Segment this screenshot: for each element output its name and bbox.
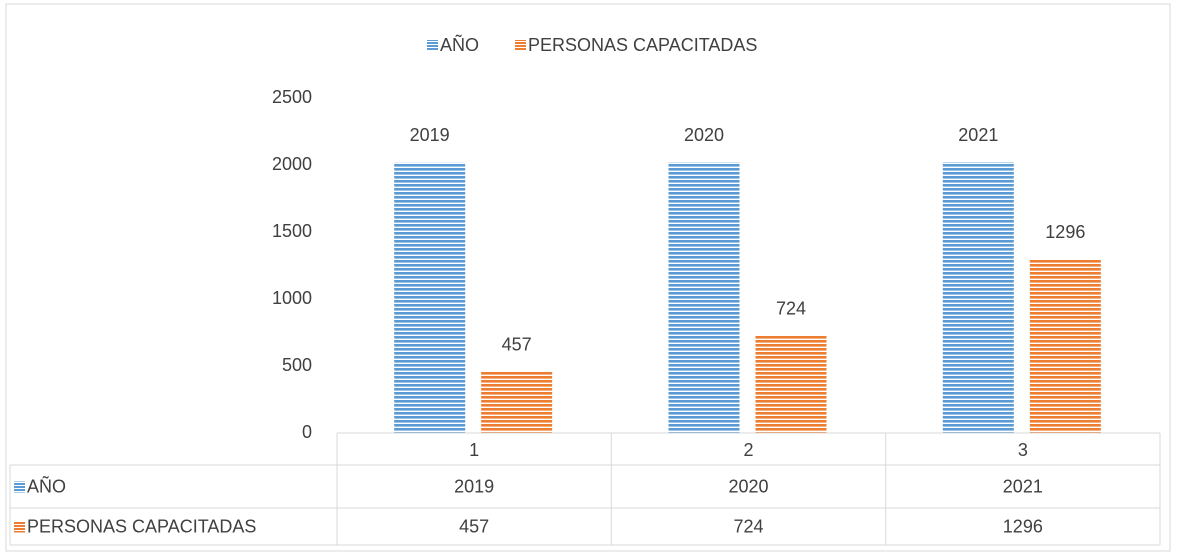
legend-swatch bbox=[515, 40, 527, 51]
table-cell: 1296 bbox=[1003, 516, 1043, 536]
y-tick-label: 1000 bbox=[272, 288, 312, 308]
bar bbox=[1029, 259, 1101, 433]
table-cell: 457 bbox=[459, 516, 489, 536]
table-cell: 2021 bbox=[1003, 476, 1043, 496]
data-label: 2021 bbox=[958, 125, 998, 145]
y-tick-label: 1500 bbox=[272, 221, 312, 241]
table-cell: 2019 bbox=[454, 476, 494, 496]
bar bbox=[481, 371, 553, 433]
data-label: 724 bbox=[776, 299, 806, 319]
bar bbox=[942, 162, 1014, 433]
table-row-header: PERSONAS CAPACITADAS bbox=[27, 516, 256, 536]
legend-label: PERSONAS CAPACITADAS bbox=[528, 35, 757, 55]
y-tick-label: 0 bbox=[302, 422, 312, 442]
bar bbox=[755, 335, 827, 433]
data-label: 2020 bbox=[684, 125, 724, 145]
data-label: 2019 bbox=[410, 125, 450, 145]
data-label: 1296 bbox=[1045, 222, 1085, 242]
table-legend-swatch bbox=[14, 481, 25, 493]
bar bbox=[668, 162, 740, 433]
x-tick-label: 3 bbox=[1018, 440, 1028, 460]
table-legend-swatch bbox=[14, 521, 25, 533]
y-tick-label: 500 bbox=[282, 355, 312, 375]
y-tick-label: 2000 bbox=[272, 154, 312, 174]
x-tick-label: 1 bbox=[469, 440, 479, 460]
data-label: 457 bbox=[502, 335, 532, 355]
table-cell: 2020 bbox=[728, 476, 768, 496]
bar bbox=[394, 162, 466, 434]
table-cell: 724 bbox=[733, 516, 763, 536]
x-tick-label: 2 bbox=[743, 440, 753, 460]
table-row-header: AÑO bbox=[27, 475, 66, 496]
legend-swatch bbox=[427, 40, 438, 51]
y-tick-label: 2500 bbox=[272, 87, 312, 107]
legend-label: AÑO bbox=[440, 34, 479, 55]
